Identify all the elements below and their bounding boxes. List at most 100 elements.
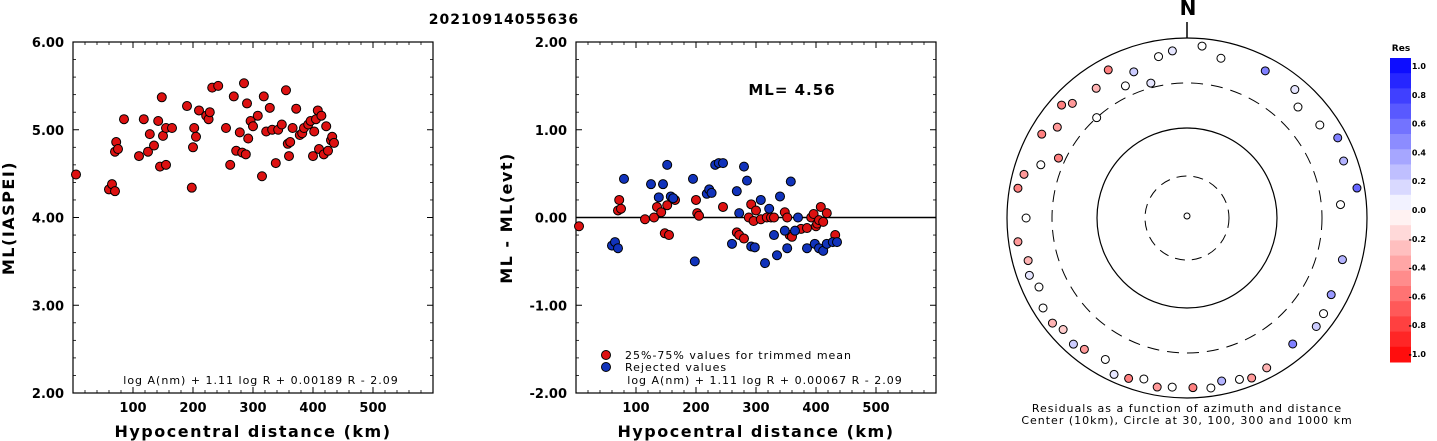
azimuth-residual-plot: N Residuals as a function of azimuth and…: [1006, 0, 1368, 427]
p2-point-rejected: [718, 158, 728, 169]
p1-data-point: [134, 151, 144, 162]
p1-data-point: [204, 107, 215, 118]
p1-data-point: [156, 92, 167, 103]
colorbar-cell: [1390, 164, 1411, 181]
polar-caption-1: Residuals as a function of azimuth and d…: [1032, 402, 1342, 415]
p1-frame: [72, 41, 434, 394]
p1-data-point: [153, 115, 164, 126]
colorbar-cell: [1390, 134, 1411, 150]
p2-point-rejected: [653, 192, 664, 203]
polar-residual-point: [1167, 382, 1177, 392]
legend-marker-rejected: [601, 362, 611, 372]
polar-residual-point: [1067, 98, 1077, 108]
colorbar-tick-label: 1.0: [1412, 62, 1427, 71]
polar-residual-point: [1021, 213, 1031, 223]
p1-data-point: [225, 159, 236, 170]
colorbar-cell: [1390, 73, 1411, 89]
p2-point-trimmed: [821, 208, 832, 219]
polar-residual-point: [1188, 383, 1198, 393]
north-label: N: [1180, 0, 1197, 20]
colorbar-tick-label: -0.4: [1409, 264, 1427, 273]
polar-residual-point: [1337, 255, 1347, 265]
p2-point-rejected: [760, 258, 770, 269]
p2-point-trimmed: [616, 203, 626, 214]
p2-xtick-label: 300: [742, 401, 769, 416]
polar-residual-point: [1079, 344, 1089, 354]
p1-data-point: [281, 85, 291, 96]
residual-distance-plot: 100 200 300 400 500 -2.00 -1.00 0.00 1.00 2.00 ML…: [497, 36, 937, 441]
p2-point-trimmed: [656, 207, 667, 218]
polar-residual-point: [1197, 41, 1207, 51]
polar-residual-point: [1091, 83, 1101, 93]
p1-data-point: [240, 149, 251, 160]
p1-data-point: [113, 144, 123, 155]
p2-point-trimmed: [808, 208, 819, 219]
p1-data-point: [252, 110, 263, 121]
polar-residual-point: [1019, 169, 1029, 179]
polar-residual-point: [1326, 290, 1336, 300]
p1-data-point: [110, 186, 120, 197]
polar-residual-point: [1052, 122, 1062, 132]
legend-label-trimmed: 25%-75% values for trimmed mean: [625, 349, 852, 362]
p2-point-trimmed: [818, 216, 829, 227]
p1-data-point: [189, 122, 200, 133]
p2-point-rejected: [706, 187, 717, 198]
polar-residual-point: [1034, 282, 1044, 292]
polar-residual-point: [1120, 81, 1130, 91]
polar-residual-point: [1293, 102, 1303, 112]
p1-data-point: [323, 145, 333, 156]
p1-data-point: [270, 158, 281, 169]
colorbar-cell: [1390, 210, 1411, 226]
polar-residual-point: [1154, 52, 1164, 62]
p1-ytick-label: 2.00: [32, 387, 64, 402]
colorbar-cell: [1390, 88, 1411, 105]
polar-residual-point: [1217, 376, 1227, 386]
polar-residual-point: [1206, 383, 1216, 393]
p2-point-rejected: [613, 243, 623, 254]
colorbar-cell: [1390, 225, 1411, 241]
p1-data-point: [242, 98, 252, 109]
polar-residual-point: [1234, 374, 1244, 384]
colorbar-cell: [1390, 103, 1411, 120]
colorbar-tick-label: -1.0: [1409, 350, 1427, 359]
p1-formula: log A(nm) + 1.11 log R + 0.00189 R - 2.0…: [123, 374, 398, 387]
colorbar-cell: [1390, 194, 1411, 211]
colorbar-cell: [1390, 255, 1411, 272]
colorbar-cell: [1390, 346, 1411, 363]
polar-residual-point: [1319, 309, 1329, 319]
p1-data-point: [234, 127, 245, 138]
p2-point-trimmed: [574, 221, 584, 232]
p2-point-rejected: [755, 194, 766, 205]
p1-data-point: [243, 133, 254, 144]
p2-point-rejected: [802, 243, 812, 254]
polar-residual-point: [1167, 46, 1177, 56]
p2-point-rejected: [739, 161, 749, 172]
p2-point-trimmed: [691, 194, 701, 205]
colorbar-cell: [1390, 316, 1411, 333]
p1-data-point: [321, 121, 332, 132]
polar-residual-point: [1333, 133, 1343, 143]
p2-point-trimmed: [694, 210, 704, 221]
p1-data-point: [161, 159, 171, 170]
colorbar-cell: [1390, 118, 1411, 135]
p2-point-trimmed: [739, 233, 749, 244]
p2-ytick-label: -1.00: [530, 299, 567, 314]
p1-data-point: [287, 122, 298, 133]
p2-point-rejected: [619, 173, 629, 184]
p2-point-rejected: [769, 230, 779, 241]
p2-point-rejected: [742, 175, 752, 186]
p2-ytick-label: 1.00: [535, 124, 567, 139]
polar-residual-point: [1038, 303, 1048, 313]
polar-residual-point: [1023, 256, 1033, 266]
colorbar-cell: [1390, 58, 1411, 74]
polar-residual-point: [1047, 318, 1057, 328]
p1-data-point: [228, 91, 239, 102]
colorbar-tick-label: 0.8: [1412, 91, 1427, 100]
colorbar-title: Res: [1392, 44, 1410, 54]
p2-point-trimmed: [718, 201, 728, 212]
legend-marker-trimmed: [601, 350, 611, 360]
p2-point-rejected: [658, 179, 668, 190]
p2-point-rejected: [727, 238, 737, 249]
colorbar-tick-label: 0.2: [1412, 177, 1426, 186]
colorbar-cell: [1390, 240, 1411, 257]
